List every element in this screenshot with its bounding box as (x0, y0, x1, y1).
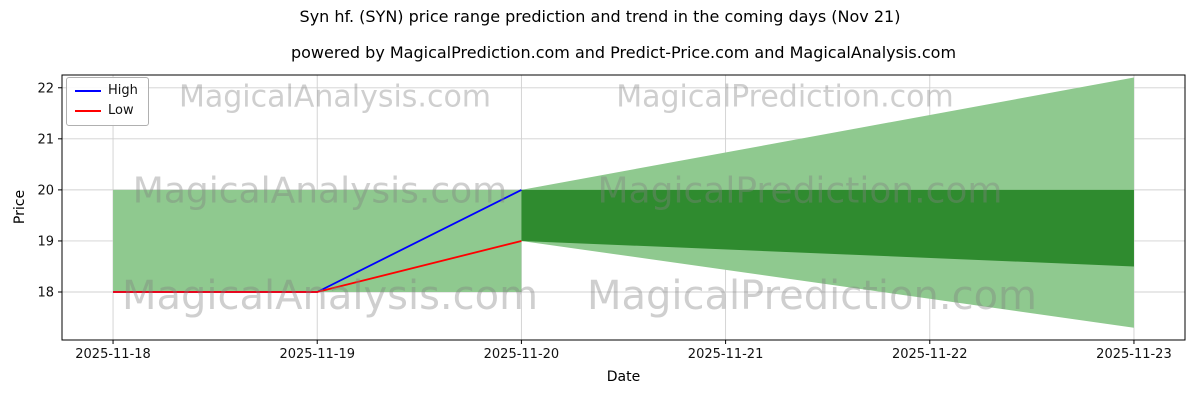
y-tick-label: 18 (37, 286, 54, 301)
legend-high-line-swatch (75, 90, 101, 93)
x-tick-label: 2025-11-18 (75, 347, 151, 362)
y-tick-label: 22 (37, 81, 54, 96)
legend-label-low: Low (108, 103, 134, 119)
legend-label-high: High (108, 83, 138, 98)
band-history-range (113, 189, 522, 293)
plot-border (61, 74, 1186, 341)
chart-title: Syn hf. (SYN) price range prediction and… (299, 7, 901, 26)
y-axis-label: Price (12, 189, 28, 225)
x-axis-label: Date (606, 369, 641, 385)
legend-low-line-swatch (75, 110, 101, 113)
legend: High Low (66, 77, 149, 126)
chart-subtitle: powered by MagicalPrediction.com and Pre… (290, 43, 957, 62)
legend-item-high: High (75, 83, 138, 98)
x-tick-label: 2025-11-21 (688, 347, 764, 362)
series-line-low (113, 240, 522, 293)
x-tick-label: 2025-11-22 (892, 347, 968, 362)
legend-item-low: Low (75, 103, 138, 119)
y-tick-label: 20 (37, 183, 54, 198)
y-tick-label: 19 (37, 234, 54, 249)
band-forecast-inner (521, 189, 1134, 267)
x-tick-label: 2025-11-20 (484, 347, 560, 362)
x-tick-label: 2025-11-23 (1096, 347, 1172, 362)
x-tick-label: 2025-11-19 (279, 347, 355, 362)
y-tick-label: 21 (37, 132, 54, 147)
